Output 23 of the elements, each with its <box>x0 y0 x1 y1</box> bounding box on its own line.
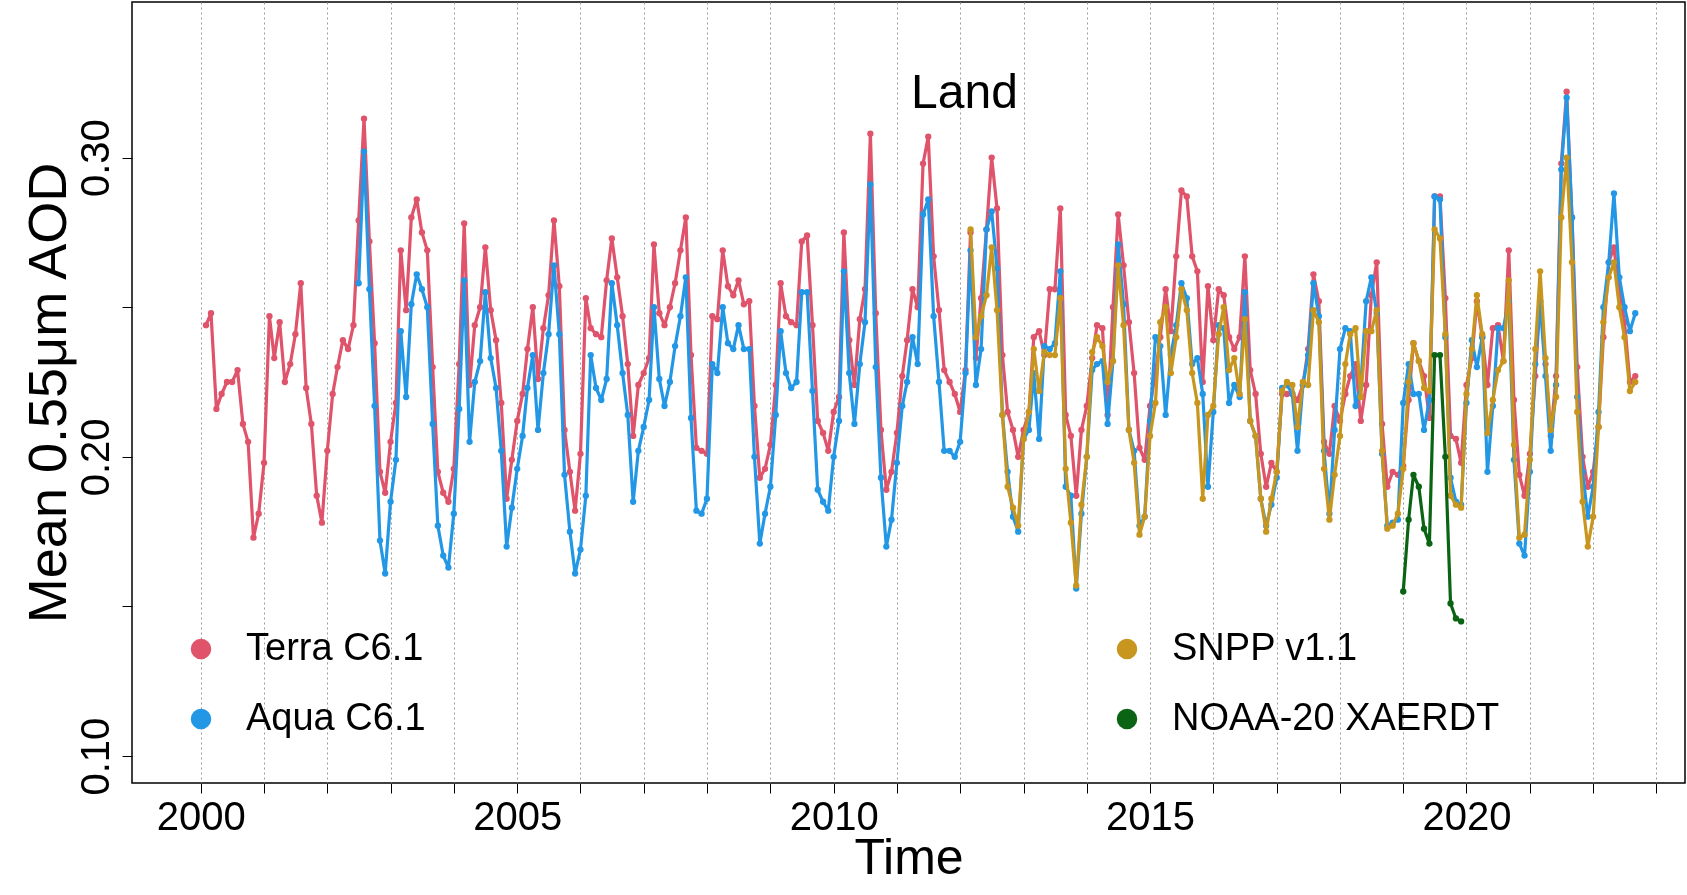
legend-label: SNPP v1.1 <box>1172 626 1358 668</box>
x-tick-label: 2010 <box>789 793 879 838</box>
point <box>1447 600 1454 607</box>
point <box>1442 453 1449 460</box>
legend-label: Aqua C6.1 <box>246 696 426 738</box>
point <box>1400 588 1407 595</box>
point <box>1405 516 1412 523</box>
point <box>1457 618 1465 625</box>
x-tick-label: 2005 <box>473 793 563 838</box>
point <box>1452 615 1460 622</box>
x-tick-label: 2015 <box>1106 793 1196 838</box>
point <box>1431 351 1438 359</box>
point <box>1436 351 1444 359</box>
point <box>1415 483 1422 490</box>
text: Land <box>911 65 1018 118</box>
point <box>1426 540 1433 547</box>
legend-label: Terra C6.1 <box>246 626 424 668</box>
point <box>1410 471 1417 478</box>
point <box>1420 525 1428 532</box>
x-tick-label: 2000 <box>156 793 246 838</box>
x-tick-label: 2020 <box>1422 793 1512 838</box>
y-tick-label: 0.10 <box>72 717 117 796</box>
legend-label: NOAA-20 XAERDT <box>1172 696 1500 738</box>
